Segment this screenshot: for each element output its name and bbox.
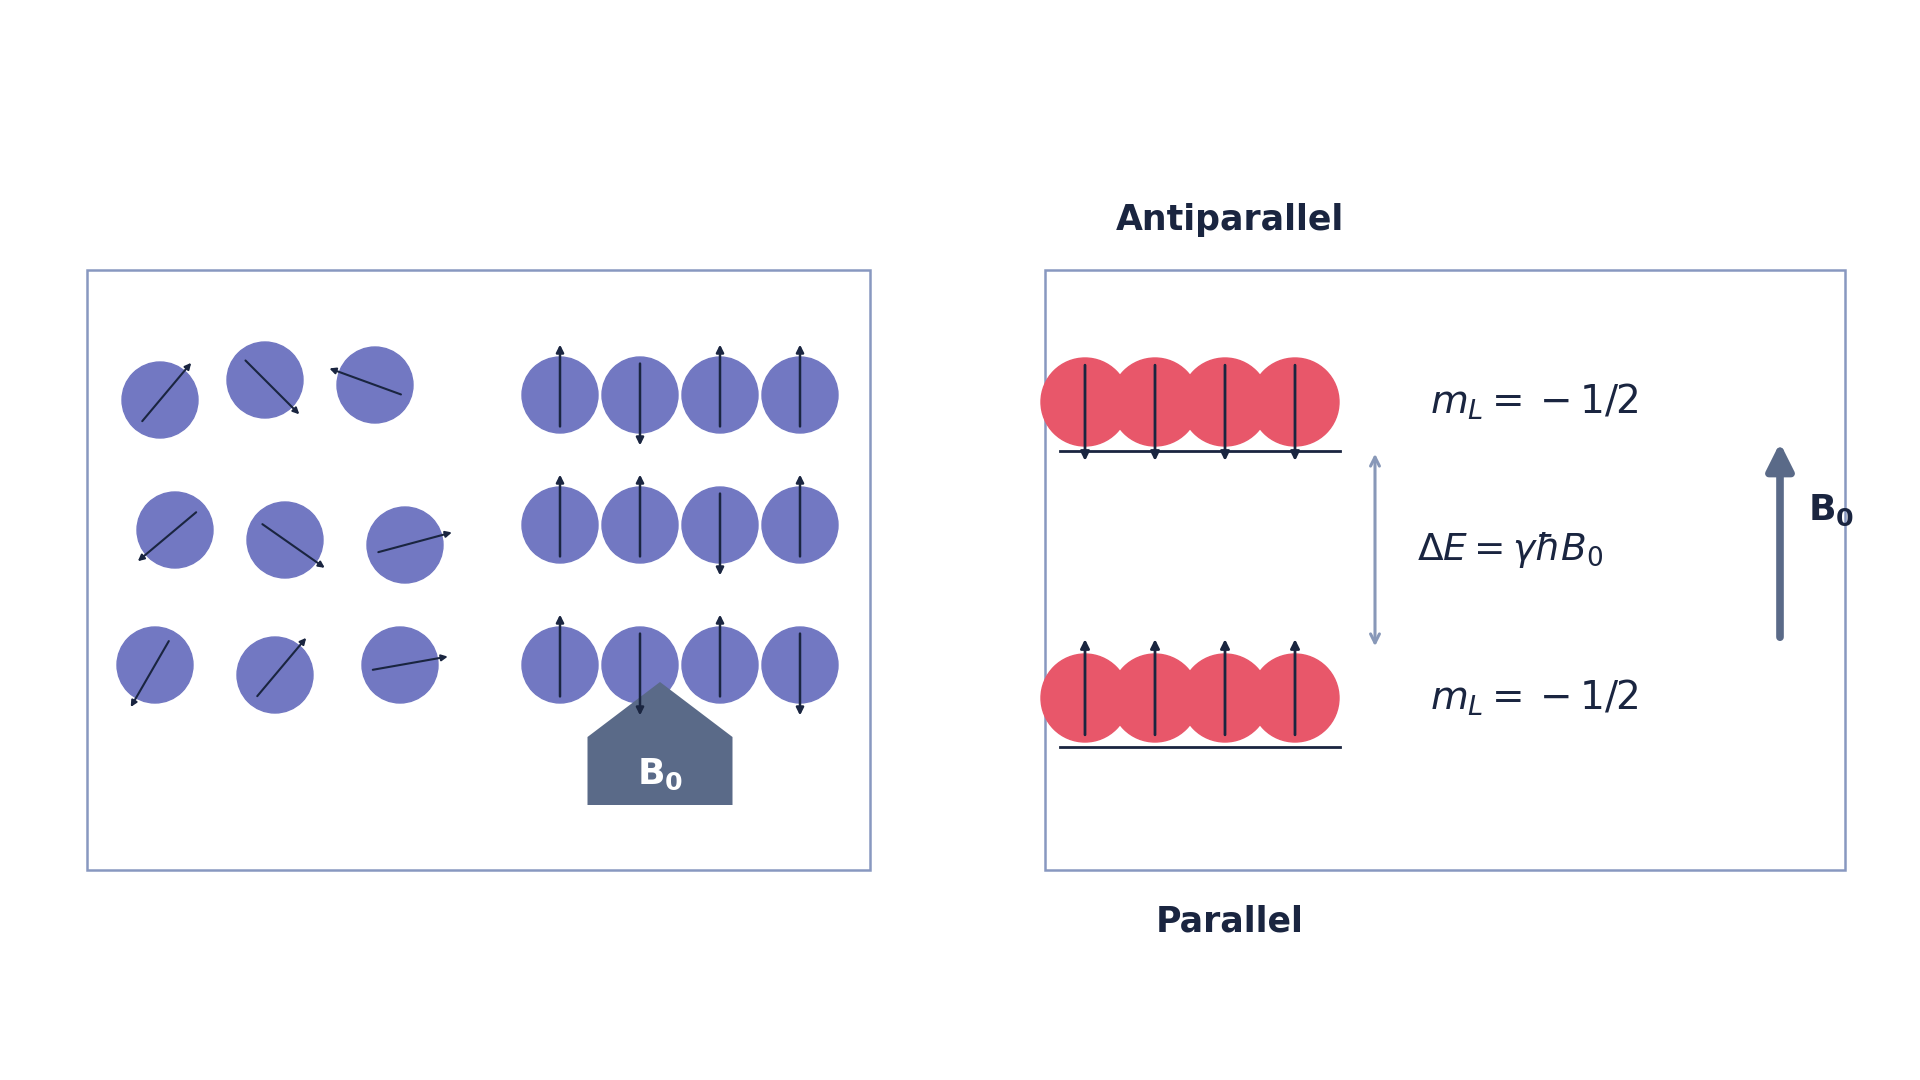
Circle shape bbox=[227, 342, 303, 418]
Bar bbox=[1044, 270, 1845, 870]
Text: $\mathbf{B_0}$: $\mathbf{B_0}$ bbox=[1809, 492, 1855, 528]
Circle shape bbox=[1041, 357, 1129, 446]
Circle shape bbox=[682, 627, 758, 703]
Circle shape bbox=[1112, 357, 1198, 446]
Circle shape bbox=[248, 502, 323, 578]
Circle shape bbox=[603, 357, 678, 433]
Circle shape bbox=[603, 487, 678, 563]
Circle shape bbox=[367, 507, 444, 583]
Polygon shape bbox=[588, 681, 733, 805]
Circle shape bbox=[363, 627, 438, 703]
Circle shape bbox=[522, 627, 597, 703]
Circle shape bbox=[338, 347, 413, 423]
Circle shape bbox=[117, 627, 194, 703]
Circle shape bbox=[136, 492, 213, 568]
Circle shape bbox=[762, 627, 837, 703]
Circle shape bbox=[1181, 357, 1269, 446]
Circle shape bbox=[522, 487, 597, 563]
Circle shape bbox=[522, 357, 597, 433]
Bar bbox=[86, 270, 870, 870]
Circle shape bbox=[123, 362, 198, 438]
Circle shape bbox=[762, 357, 837, 433]
Circle shape bbox=[1252, 654, 1338, 742]
Circle shape bbox=[236, 637, 313, 713]
Circle shape bbox=[1181, 654, 1269, 742]
Circle shape bbox=[1252, 357, 1338, 446]
Text: $\mathit{m}_L= -1/2$: $\mathit{m}_L= -1/2$ bbox=[1430, 382, 1640, 422]
Circle shape bbox=[682, 487, 758, 563]
Text: $\mathit{m}_L= -1/2$: $\mathit{m}_L= -1/2$ bbox=[1430, 678, 1640, 718]
Circle shape bbox=[682, 357, 758, 433]
Circle shape bbox=[603, 627, 678, 703]
Circle shape bbox=[762, 487, 837, 563]
Text: Parallel: Parallel bbox=[1156, 905, 1304, 939]
Circle shape bbox=[1041, 654, 1129, 742]
Text: $\Delta E = \gamma\hbar B_0$: $\Delta E = \gamma\hbar B_0$ bbox=[1417, 530, 1603, 570]
Circle shape bbox=[1112, 654, 1198, 742]
Text: $\mathbf{B_0}$: $\mathbf{B_0}$ bbox=[637, 757, 684, 792]
Text: Antiparallel: Antiparallel bbox=[1116, 203, 1344, 237]
